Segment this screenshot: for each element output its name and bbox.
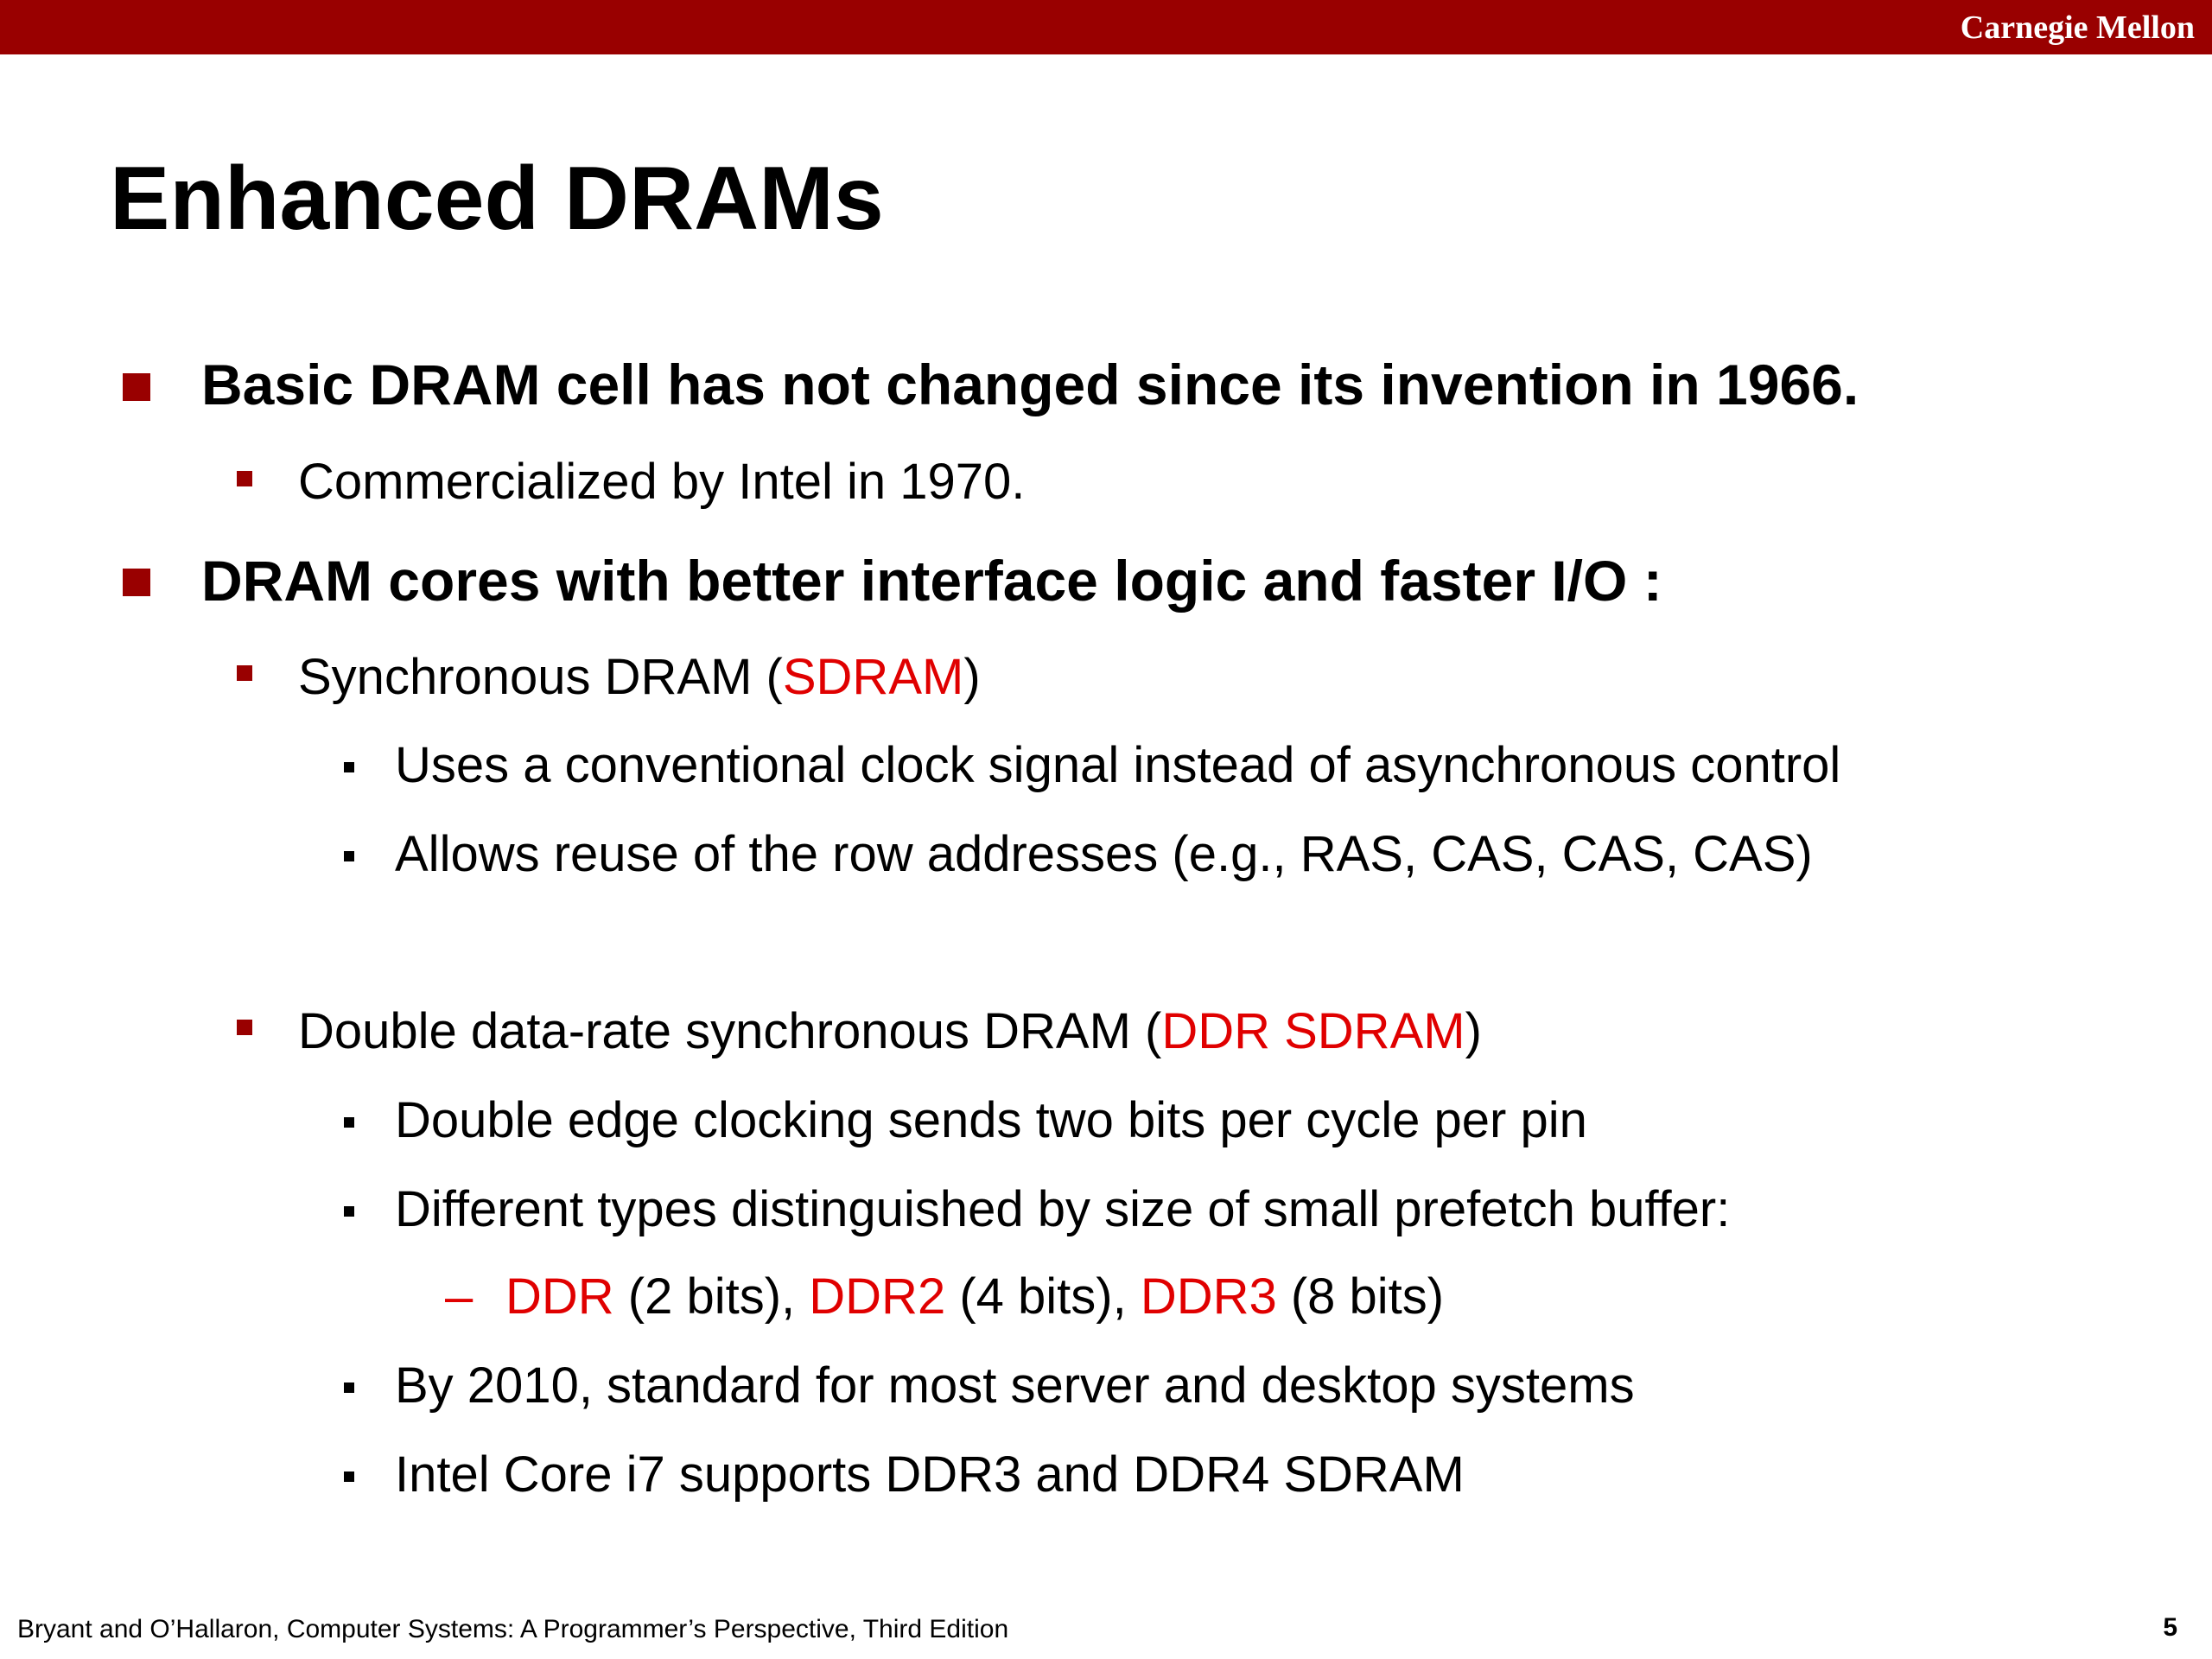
sub-bullet-commercialized: Commercialized by Intel in 1970. xyxy=(298,454,1026,510)
ddr-item-4: Intel Core i7 supports DDR3 and DDR4 SDR… xyxy=(395,1446,1465,1503)
ddr-item-1: Double edge clocking sends two bits per … xyxy=(395,1092,1587,1148)
sdram-text-pre: Synchronous DRAM ( xyxy=(298,649,783,705)
page-number: 5 xyxy=(2163,1613,2177,1642)
dash-bullet-icon: – xyxy=(445,1268,474,1325)
small-bullet-icon xyxy=(344,1471,354,1482)
sdram-highlight: SDRAM xyxy=(782,649,964,705)
sdram-text-post: ) xyxy=(963,649,981,705)
footer-citation: Bryant and O’Hallaron, Computer Systems:… xyxy=(17,1615,1009,1643)
ddr-type-2-note: (4 bits), xyxy=(945,1268,1141,1325)
sdram-item-1: Uses a conventional clock signal instead… xyxy=(395,737,1841,793)
ddr-item-3: By 2010, standard for most server and de… xyxy=(395,1357,1635,1414)
header-bar: Carnegie Mellon xyxy=(0,0,2212,54)
bullet-basic-dram: Basic DRAM cell has not changed since it… xyxy=(201,353,1859,416)
ddr-item-2: Different types distinguished by size of… xyxy=(395,1181,1731,1237)
ddr-text-post: ) xyxy=(1465,1003,1482,1059)
small-bullet-icon xyxy=(344,1382,354,1393)
sub-bullet-sdram: Synchronous DRAM (SDRAM) xyxy=(298,646,981,709)
ddr-type-2: DDR2 xyxy=(809,1268,946,1325)
small-bullet-icon xyxy=(344,762,354,772)
slide-title: Enhanced DRAMs xyxy=(110,149,884,249)
small-bullet-icon xyxy=(344,1206,354,1217)
ddr-text-pre: Double data-rate synchronous DRAM ( xyxy=(298,1003,1162,1059)
sdram-item-2: Allows reuse of the row addresses (e.g.,… xyxy=(395,826,1813,882)
ddr-highlight: DDR SDRAM xyxy=(1161,1003,1465,1059)
ddr-types-line: DDR (2 bits), DDR2 (4 bits), DDR3 (8 bit… xyxy=(505,1266,1444,1328)
small-bullet-icon xyxy=(344,1117,354,1128)
square-bullet-icon xyxy=(123,569,150,596)
square-bullet-icon xyxy=(123,373,150,401)
ddr-type-1-note: (2 bits), xyxy=(613,1268,810,1325)
ddr-type-3-note: (8 bits) xyxy=(1276,1268,1445,1325)
org-name: Carnegie Mellon xyxy=(1960,10,2195,46)
sub-bullet-ddr-sdram: Double data-rate synchronous DRAM (DDR S… xyxy=(298,1001,1482,1063)
ddr-type-1: DDR xyxy=(505,1268,614,1325)
small-bullet-icon xyxy=(344,851,354,861)
ddr-type-3: DDR3 xyxy=(1140,1268,1277,1325)
square-bullet-icon xyxy=(237,1020,252,1035)
bullet-dram-cores: DRAM cores with better interface logic a… xyxy=(201,549,1662,613)
square-bullet-icon xyxy=(237,471,252,486)
square-bullet-icon xyxy=(237,665,252,681)
